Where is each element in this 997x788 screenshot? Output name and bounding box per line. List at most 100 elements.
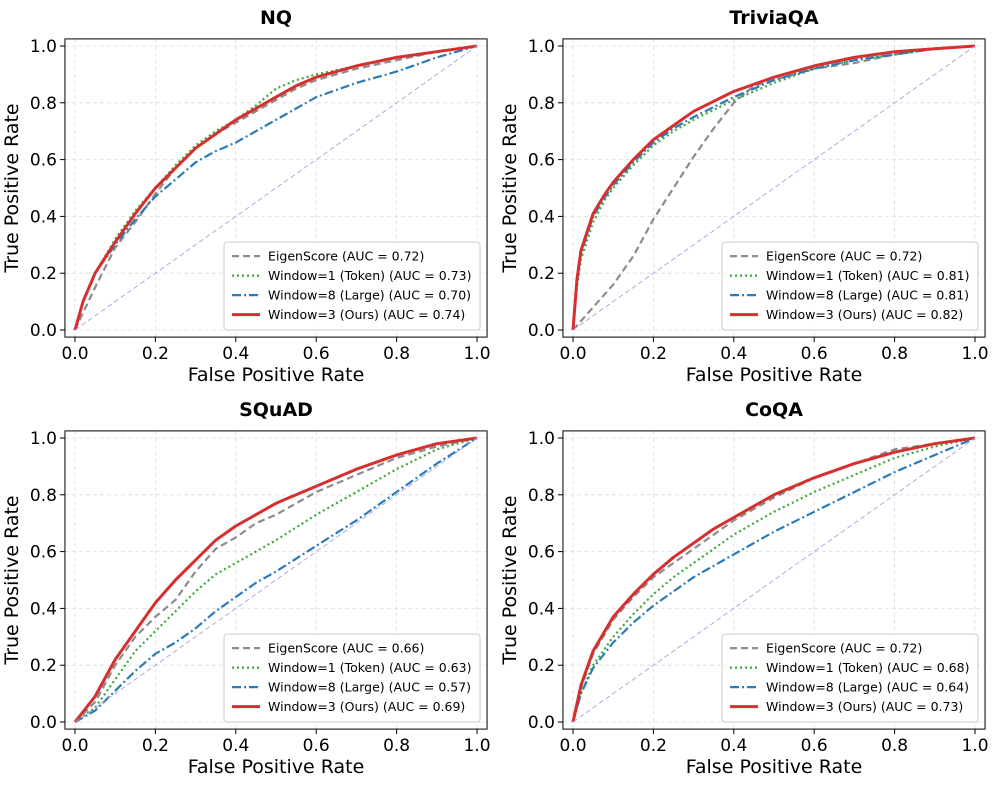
y-tick-label: 0.2: [30, 656, 57, 676]
x-tick-label: 0.2: [640, 736, 667, 756]
legend-box: [721, 241, 979, 331]
x-tick-label: 0.2: [142, 736, 169, 756]
y-tick-label: 0.6: [528, 151, 555, 171]
legend-label-eigenscore: EigenScore (AUC = 0.72): [268, 249, 424, 264]
legend-label-window3: Window=3 (Ours) (AUC = 0.73): [766, 699, 963, 714]
legend-label-window3: Window=3 (Ours) (AUC = 0.82): [766, 307, 963, 322]
legend-label-window8: Window=8 (Large) (AUC = 0.57): [268, 680, 471, 695]
x-tick-label: 1.0: [463, 736, 490, 756]
series-line-window8: [74, 437, 478, 723]
legend-label-window3: Window=3 (Ours) (AUC = 0.74): [268, 307, 465, 322]
series-line-chance: [572, 45, 976, 331]
x-tick-label: 0.0: [559, 736, 586, 756]
series-line-window1: [571, 436, 976, 723]
legend: EigenScore (AUC = 0.72) Window=1 (Token) …: [721, 241, 979, 331]
x-tick-label: 0.8: [881, 736, 908, 756]
legend: EigenScore (AUC = 0.72) Window=1 (Token) …: [721, 633, 979, 723]
legend-label-window1: Window=1 (Token) (AUC = 0.81): [766, 268, 969, 283]
series-line-window1: [74, 436, 478, 723]
y-tick-label: 1.0: [528, 429, 555, 449]
series-line-window8: [571, 436, 976, 723]
roc-panel-squad: 0.00.0 0.2 0.2 0.4 0.4 0.6 0.6 0.8 0.8 1.0 1.0 SQuA…: [1, 399, 491, 778]
y-axis-label: True Positive Rate: [499, 103, 521, 273]
series-line-window3: [73, 44, 478, 331]
x-axis-label: False Positive Rate: [686, 364, 863, 386]
y-tick-label: 0.4: [30, 599, 57, 619]
y-tick-label: 0.4: [30, 207, 57, 227]
x-tick-label: 0.2: [640, 344, 667, 364]
y-tick-label: 0.4: [528, 207, 555, 227]
series-line-eigenscore: [572, 44, 976, 331]
legend-label-window8: Window=8 (Large) (AUC = 0.81): [766, 288, 969, 303]
y-tick-label: 0.0: [528, 713, 555, 733]
y-tick-label: 0.8: [528, 94, 555, 114]
chart-title: SQuAD: [239, 399, 313, 421]
y-tick-label: 0.6: [30, 151, 57, 171]
legend-label-window1: Window=1 (Token) (AUC = 0.68): [766, 660, 969, 675]
x-tick-label: 0.8: [383, 344, 410, 364]
y-tick-label: 0.6: [30, 543, 57, 563]
roc-panel-nq: 0.00.0 0.2 0.2 0.4 0.4 0.6 0.6 0.8 0.8 1.0 1.0 NQ Fa…: [1, 7, 491, 386]
x-tick-label: 0.0: [61, 736, 88, 756]
x-tick-label: 0.4: [222, 344, 249, 364]
y-axis-label: True Positive Rate: [1, 103, 23, 273]
axes-frame: [562, 430, 986, 730]
y-tick-label: 0.8: [30, 486, 57, 506]
x-tick-label: 0.8: [383, 736, 410, 756]
legend: EigenScore (AUC = 0.66) Window=1 (Token) …: [223, 633, 481, 723]
y-tick-label: 0.8: [30, 94, 57, 114]
y-tick-label: 0.0: [30, 713, 57, 733]
legend-label-eigenscore: EigenScore (AUC = 0.72): [766, 641, 922, 656]
series-line-chance: [74, 45, 478, 331]
y-tick-label: 0.0: [30, 321, 57, 341]
x-axis-label: False Positive Rate: [188, 756, 365, 778]
x-tick-label: 0.4: [720, 344, 747, 364]
axes-frame: [64, 38, 488, 338]
y-axis-label: True Positive Rate: [499, 495, 521, 665]
legend-label-eigenscore: EigenScore (AUC = 0.66): [268, 641, 424, 656]
series-line-chance: [572, 437, 976, 723]
x-tick-label: 1.0: [463, 344, 490, 364]
x-tick-label: 0.0: [559, 344, 586, 364]
roc-panel-triviaqa: 0.00.0 0.2 0.2 0.4 0.4 0.6 0.6 0.8 0.8 1.0 1.0 Triv…: [499, 7, 989, 386]
legend-label-window1: Window=1 (Token) (AUC = 0.63): [268, 660, 471, 675]
series-line-window3: [571, 44, 976, 331]
y-tick-label: 1.0: [30, 429, 57, 449]
x-axis-label: False Positive Rate: [686, 756, 863, 778]
legend-box: [223, 633, 481, 723]
y-tick-label: 1.0: [528, 37, 555, 57]
x-tick-label: 0.8: [881, 344, 908, 364]
x-tick-label: 0.6: [801, 344, 828, 364]
x-tick-label: 0.6: [801, 736, 828, 756]
legend-box: [223, 241, 481, 331]
series-line-window3: [571, 436, 976, 723]
y-tick-label: 0.4: [528, 599, 555, 619]
y-tick-label: 0.2: [528, 656, 555, 676]
legend-box: [721, 633, 979, 723]
chart-title: CoQA: [745, 399, 803, 421]
y-tick-label: 0.0: [528, 321, 555, 341]
x-tick-label: 1.0: [961, 344, 988, 364]
y-axis-label: True Positive Rate: [1, 495, 23, 665]
legend-label-window3: Window=3 (Ours) (AUC = 0.69): [268, 699, 465, 714]
chart-title: NQ: [260, 7, 292, 29]
x-tick-label: 0.4: [720, 736, 747, 756]
y-tick-label: 0.6: [528, 543, 555, 563]
x-tick-label: 0.0: [61, 344, 88, 364]
series-line-chance: [74, 437, 478, 723]
axes-frame: [562, 38, 986, 338]
legend-label-window8: Window=8 (Large) (AUC = 0.64): [766, 680, 969, 695]
x-tick-label: 0.4: [222, 736, 249, 756]
legend-label-window8: Window=8 (Large) (AUC = 0.70): [268, 288, 471, 303]
x-tick-label: 0.6: [303, 344, 330, 364]
y-tick-label: 0.8: [528, 486, 555, 506]
x-axis-label: False Positive Rate: [188, 364, 365, 386]
legend-label-eigenscore: EigenScore (AUC = 0.72): [766, 249, 922, 264]
y-tick-label: 1.0: [30, 37, 57, 57]
legend: EigenScore (AUC = 0.72) Window=1 (Token) …: [223, 241, 481, 331]
x-tick-label: 1.0: [961, 736, 988, 756]
y-tick-label: 0.2: [30, 264, 57, 284]
legend-label-window1: Window=1 (Token) (AUC = 0.73): [268, 268, 471, 283]
